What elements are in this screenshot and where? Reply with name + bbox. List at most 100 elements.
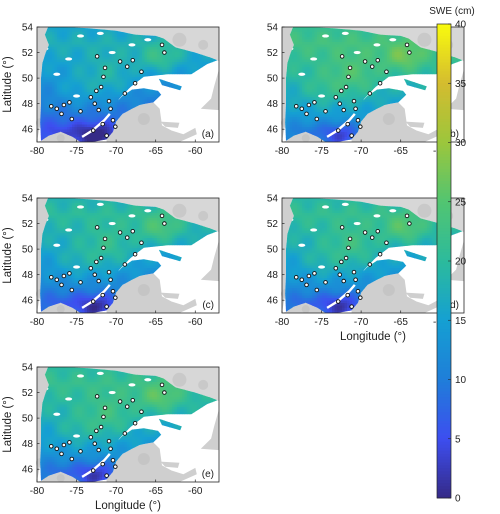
relief-patch: [56, 305, 65, 314]
lake-patch: [389, 38, 397, 42]
station-marker: [333, 95, 339, 100]
y-tick-label: 54: [22, 23, 34, 34]
lake-patch: [77, 205, 85, 209]
lake-patch: [341, 31, 349, 35]
panel-label: (d): [447, 300, 459, 311]
y-tick-label: 52: [267, 48, 279, 59]
neighbour-land: [160, 121, 180, 128]
neighbour-land: [37, 198, 49, 313]
axes-box: [36, 26, 220, 143]
x-axis-label: Longitude (°): [95, 500, 161, 512]
lake-patch: [53, 72, 61, 76]
station-marker: [106, 98, 112, 104]
axes-box: [281, 197, 465, 314]
x-tick-label: -80: [275, 146, 290, 157]
station-marker: [113, 464, 118, 469]
station-marker: [345, 121, 350, 127]
station-marker: [67, 271, 72, 276]
lake-patch: [73, 265, 81, 269]
y-tick-label: 52: [22, 388, 34, 399]
station-marker: [353, 106, 358, 112]
y-tick-label: 48: [22, 439, 34, 450]
lake-patch: [310, 228, 318, 232]
relief-patch: [172, 372, 187, 387]
station-marker: [88, 266, 94, 271]
lake-patch: [341, 202, 349, 206]
station-marker: [61, 273, 67, 279]
colorbar-tick-label: 40: [455, 20, 467, 31]
station-marker: [94, 54, 100, 59]
lake-patch: [353, 221, 361, 226]
neighbour-land: [282, 198, 294, 313]
station-marker: [90, 128, 96, 133]
lake-patch: [144, 209, 152, 213]
station-marker: [102, 405, 108, 411]
station-marker: [314, 116, 320, 122]
station-marker: [407, 50, 412, 55]
axes-box: [36, 197, 220, 314]
station-marker: [139, 409, 144, 414]
neighbour-land: [200, 409, 219, 451]
lake-patch: [96, 202, 104, 206]
map-panel-c: -80 -75 -70 -65 -60 46 48 50 52 54 (c) Latitude (°): [2, 194, 220, 328]
lake-patch: [65, 57, 73, 61]
colorbar-tick-label: 0: [455, 494, 461, 505]
y-axis-label: Latitude (°): [2, 56, 14, 113]
station-marker: [90, 468, 96, 473]
station-marker: [404, 213, 410, 219]
x-tick-label: -65: [148, 486, 163, 497]
relief-patch: [56, 474, 65, 483]
x-tick-label: -80: [30, 486, 45, 497]
station-marker: [362, 59, 368, 64]
river: [81, 113, 111, 138]
y-axis-label: Latitude (°): [2, 396, 14, 453]
station-marker: [110, 289, 116, 294]
relief-patch: [198, 210, 209, 221]
station-marker: [341, 107, 346, 113]
neighbour-land: [445, 240, 464, 282]
lake-patch: [373, 43, 381, 47]
station-marker: [375, 228, 380, 234]
neighbour-land: [445, 69, 464, 111]
panel-label: (c): [202, 300, 214, 311]
station-marker: [94, 225, 100, 230]
station-marker: [61, 442, 67, 448]
station-marker: [335, 128, 341, 133]
station-marker: [101, 74, 106, 80]
y-tick-label: 48: [22, 99, 34, 110]
station-marker: [367, 262, 373, 267]
relief-patch: [301, 134, 310, 143]
relief-patch: [417, 203, 432, 218]
y-tick-label: 54: [267, 194, 279, 205]
panel-label: (b): [447, 129, 459, 140]
station-marker: [67, 100, 72, 105]
relief-patch: [382, 113, 395, 125]
station-marker: [304, 111, 309, 117]
neighbour-land: [106, 273, 197, 313]
y-tick-label: 46: [267, 296, 279, 307]
y-tick-label: 54: [267, 23, 279, 34]
station-marker: [96, 278, 101, 284]
colorbar-tick-label: 20: [455, 257, 467, 268]
station-marker: [353, 277, 358, 283]
lake-patch: [353, 50, 361, 55]
station-marker: [335, 299, 341, 304]
station-marker: [369, 235, 375, 240]
station-marker: [54, 277, 60, 283]
station-marker: [117, 399, 123, 404]
station-marker: [159, 213, 165, 219]
station-marker: [162, 221, 167, 226]
neighbour-land: [160, 292, 180, 299]
station-marker: [159, 42, 165, 48]
colorbar-tick-label: 35: [455, 79, 467, 90]
lake-patch: [318, 94, 326, 98]
x-tick-label: -60: [188, 317, 203, 328]
neighbour-land: [351, 273, 442, 313]
y-tick-label: 52: [22, 48, 34, 59]
lake-patch: [65, 397, 73, 401]
colorbar-tick-label: 10: [455, 375, 467, 386]
station-marker: [88, 435, 94, 440]
station-marker: [323, 280, 328, 285]
x-tick-label: -65: [393, 317, 408, 328]
